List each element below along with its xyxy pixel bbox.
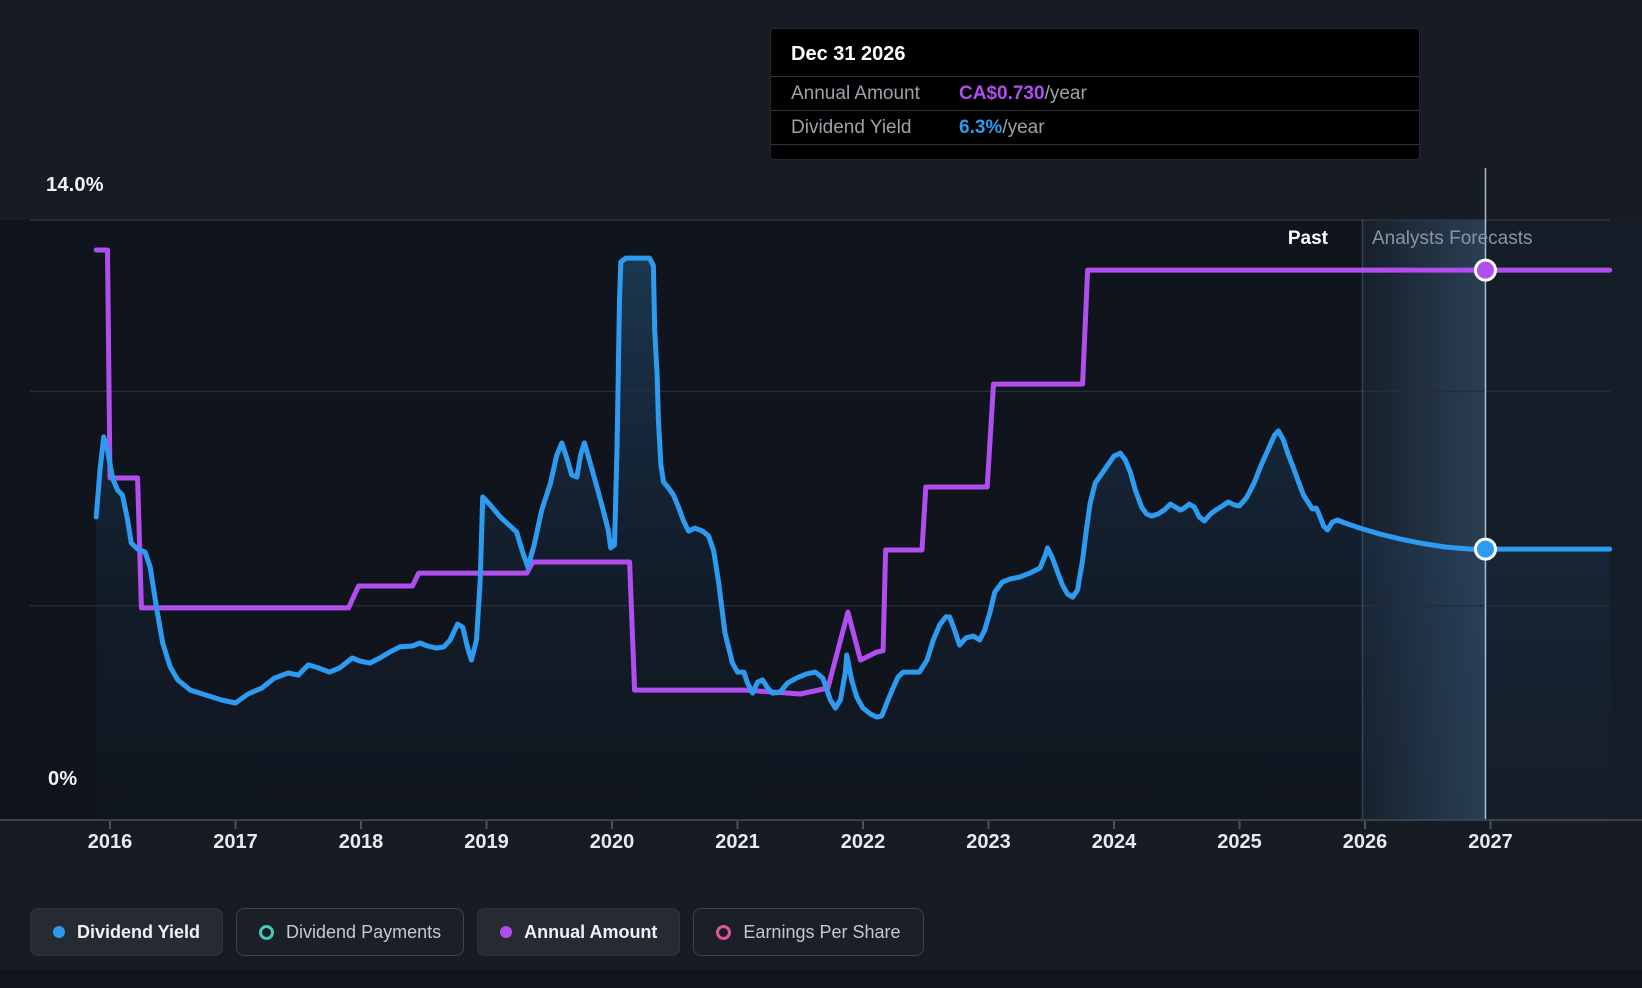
dividend-yield-area-fill xyxy=(96,258,1610,821)
tooltip-row-dividend-yield: Dividend Yield 6.3%/year xyxy=(771,111,1419,144)
legend-toggle-dividend-payments[interactable]: Dividend Payments xyxy=(236,908,465,956)
y-axis-label-zero: 0% xyxy=(48,768,78,790)
chart-tooltip: Dec 31 2026 Annual Amount CA$0.730/year Di… xyxy=(770,28,1420,160)
x-axis-label-2020: 2020 xyxy=(589,831,635,853)
tooltip-date: Dec 31 2026 xyxy=(791,43,906,65)
tooltip-separator xyxy=(771,76,1419,77)
legend-label: Annual Amount xyxy=(524,921,658,942)
x-axis-label-2021: 2021 xyxy=(715,831,760,853)
legend-label: Dividend Yield xyxy=(77,921,201,942)
series-legend: Dividend Yield Dividend Payments Annual Am… xyxy=(30,908,924,956)
tooltip-row-value: CA$0.730 xyxy=(959,82,1045,104)
tooltip-separator xyxy=(771,110,1419,111)
x-axis-label-2022: 2022 xyxy=(840,831,886,853)
footer-strip xyxy=(0,970,1642,988)
x-axis-label-2017: 2017 xyxy=(213,831,258,853)
tooltip-row-suffix: /year xyxy=(1002,116,1045,138)
x-axis-label-2025: 2025 xyxy=(1217,831,1262,853)
y-axis-label-top: 14.0% xyxy=(46,174,104,196)
tooltip-row-annual-amount: Annual Amount CA$0.730/year xyxy=(771,77,1419,110)
tooltip-row-suffix: /year xyxy=(1044,82,1087,104)
annual-amount-marker[interactable] xyxy=(1473,258,1497,282)
x-axis-label-2023: 2023 xyxy=(966,831,1011,853)
x-axis-label-2027: 2027 xyxy=(1468,831,1513,853)
x-axis-label-2018: 2018 xyxy=(338,831,384,853)
legend-toggle-earnings-per-share[interactable]: Earnings Per Share xyxy=(693,908,924,956)
legend-toggle-dividend-yield[interactable]: Dividend Yield xyxy=(30,908,224,956)
legend-toggle-annual-amount[interactable]: Annual Amount xyxy=(477,908,681,956)
forecast-zone-label: Analysts Forecasts xyxy=(1372,228,1533,249)
tooltip-row-label: Annual Amount xyxy=(791,82,920,104)
tooltip-row-value: 6.3% xyxy=(959,116,1003,138)
x-axis-label-2026: 2026 xyxy=(1342,831,1388,853)
legend-label: Dividend Payments xyxy=(286,921,442,942)
tooltip-separator xyxy=(771,144,1419,145)
past-zone-label: Past xyxy=(1287,228,1328,249)
ring-dot-icon xyxy=(716,924,732,940)
dividend-yield-line xyxy=(93,255,1613,720)
tooltip-row-label: Dividend Yield xyxy=(791,116,912,138)
ring-dot-icon xyxy=(259,924,275,940)
x-axis-label-2019: 2019 xyxy=(464,831,509,853)
filled-dot-icon xyxy=(500,926,513,938)
x-axis-label-2024: 2024 xyxy=(1091,831,1137,853)
legend-label: Earnings Per Share xyxy=(743,921,901,942)
dividend-yield-marker[interactable] xyxy=(1473,537,1497,561)
filled-dot-icon xyxy=(53,926,65,938)
x-axis-label-2016: 2016 xyxy=(87,831,133,853)
